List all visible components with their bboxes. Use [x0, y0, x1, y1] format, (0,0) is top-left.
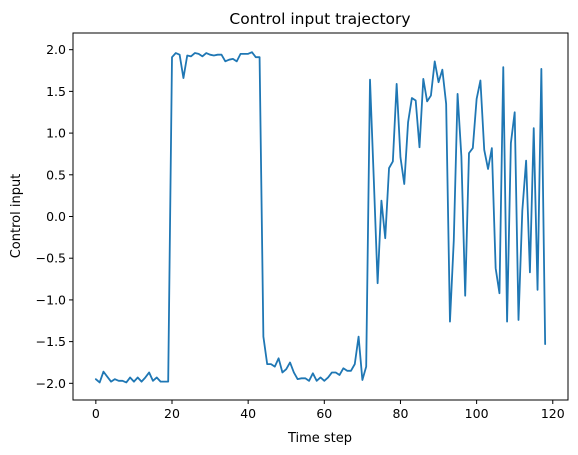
chart-title: Control input trajectory: [229, 10, 410, 28]
x-tick-label: 60: [316, 406, 332, 421]
x-tick-label: 0: [92, 406, 100, 421]
y-tick-label: −0.5: [36, 251, 66, 266]
y-axis-label: Control input: [9, 174, 24, 259]
x-axis: 0 20 40 60 80 100 120: [92, 400, 565, 421]
y-tick-label: −2.0: [36, 376, 66, 391]
y-tick-label: 2.0: [46, 42, 66, 57]
x-tick-label: 20: [164, 406, 180, 421]
axes-frame: [72, 32, 569, 401]
x-tick-label: 100: [465, 406, 489, 421]
plot-area: [94, 51, 547, 384]
series-line-control-input: [94, 51, 547, 384]
y-tick-label: −1.0: [36, 292, 66, 307]
y-tick-label: −1.5: [36, 334, 66, 349]
y-tick-label: 1.0: [46, 126, 66, 141]
y-tick-label: 1.5: [46, 84, 66, 99]
y-tick-label: 0.5: [46, 167, 66, 182]
x-tick-label: 120: [541, 406, 565, 421]
y-tick-label: 0.0: [46, 209, 66, 224]
x-axis-label: Time step: [287, 431, 352, 446]
y-axis: −2.0 −1.5 −1.0 −0.5 0.0 0.5 1.0 1.5 2.0: [36, 42, 73, 391]
x-tick-label: 80: [393, 406, 409, 421]
x-tick-label: 40: [240, 406, 256, 421]
